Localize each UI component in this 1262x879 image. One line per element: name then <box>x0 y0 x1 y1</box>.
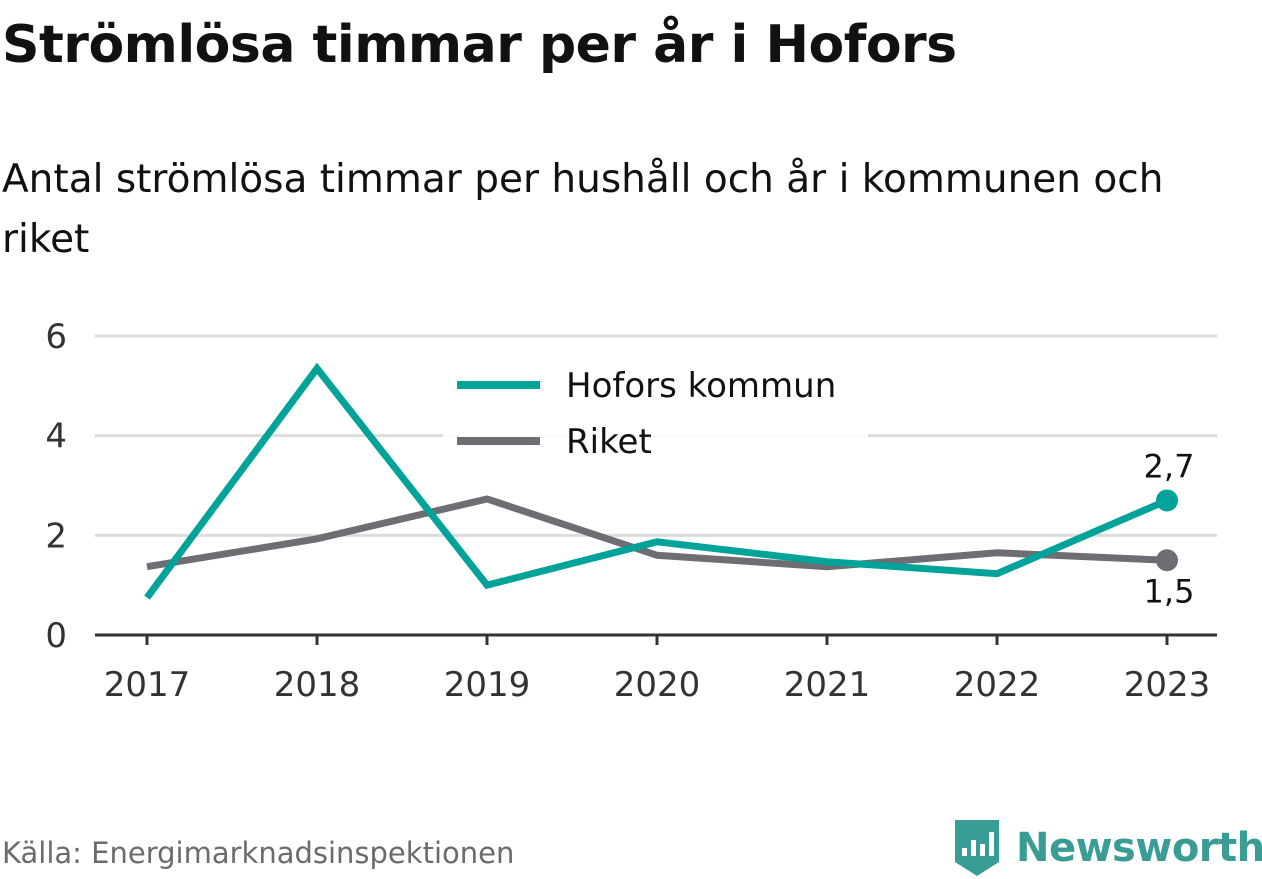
x-tick-label: 2018 <box>274 665 361 705</box>
y-tick-label: 2 <box>45 516 67 556</box>
x-tick-label: 2023 <box>1124 665 1211 705</box>
end-labels: 2,7 1,5 <box>1144 447 1195 610</box>
chart-title: Strömlösa timmar per år i Hofors <box>2 15 957 75</box>
x-tick-label: 2017 <box>104 665 191 705</box>
end-value-label: 2,7 <box>1144 447 1195 485</box>
y-tick-label: 0 <box>45 616 67 656</box>
series-lines <box>144 362 1169 600</box>
x-axis-ticks: 2017 2018 2019 2020 2021 2022 2023 <box>104 635 1211 705</box>
end-value-label: 1,5 <box>1144 572 1195 610</box>
bar-chart-pin-icon <box>955 820 999 876</box>
source-note: Källa: Energimarknadsinspektionen <box>2 836 515 870</box>
brand-logo: Newsworthy <box>952 818 1262 878</box>
series-line-riket <box>146 495 1168 571</box>
y-tick-label: 6 <box>45 317 67 357</box>
legend-label: Riket <box>566 422 652 462</box>
legend-label: Hofors kommun <box>566 366 836 406</box>
legend-background <box>443 358 868 468</box>
y-tick-label: 4 <box>45 417 67 457</box>
x-tick-label: 2022 <box>954 665 1041 705</box>
x-tick-label: 2021 <box>784 665 871 705</box>
end-point-hofors-kommun <box>1156 489 1178 512</box>
end-point-riket <box>1156 549 1178 572</box>
chart-subtitle: Antal strömlösa timmar per hushåll och å… <box>2 157 1164 262</box>
legend: Hofors kommun Riket <box>443 358 868 468</box>
x-tick-label: 2019 <box>444 665 531 705</box>
x-tick-label: 2020 <box>614 665 701 705</box>
y-axis-ticks: 0 2 4 6 <box>45 317 67 656</box>
series-line-hofors-kommun <box>144 362 1169 600</box>
brand-name: Newsworthy <box>1016 825 1262 871</box>
